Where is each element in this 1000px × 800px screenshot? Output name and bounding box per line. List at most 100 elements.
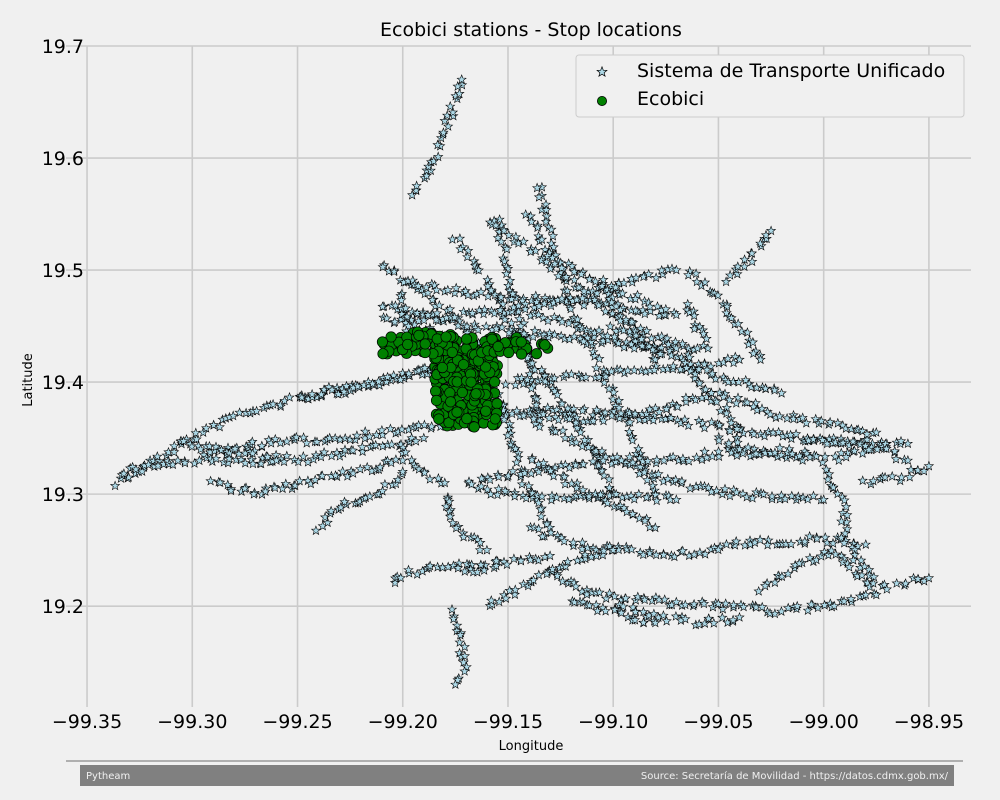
sistema-point — [839, 494, 850, 505]
sistema-point — [828, 481, 839, 492]
sistema-point — [620, 314, 632, 325]
sistema-point — [269, 482, 281, 493]
sistema-point — [731, 423, 743, 434]
sistema-point — [566, 260, 578, 271]
sistema-point — [609, 604, 621, 615]
sistema-point — [444, 511, 456, 522]
sistema-point — [840, 423, 851, 434]
sistema-point — [671, 309, 682, 320]
sistema-point — [810, 413, 821, 424]
sistema-point — [396, 294, 407, 305]
sistema-point — [413, 280, 424, 291]
sistema-point — [322, 517, 333, 528]
x-tick-label: −99.20 — [368, 711, 438, 733]
x-tick-label: −99.35 — [52, 711, 122, 733]
sistema-point — [423, 161, 434, 172]
sistema-point — [475, 286, 487, 297]
sistema-point — [817, 457, 828, 467]
ecobici-point — [491, 398, 503, 410]
sistema-point — [727, 614, 739, 625]
sistema-point — [871, 589, 882, 600]
sistema-point — [475, 537, 486, 548]
sistema-point — [644, 547, 655, 558]
sistema-point — [569, 274, 580, 285]
legend-marker-star — [596, 65, 608, 77]
sistema-point — [610, 282, 621, 293]
sistema-point — [522, 374, 533, 385]
sistema-point — [516, 478, 528, 489]
sistema-point — [643, 268, 654, 279]
sistema-point — [713, 544, 724, 555]
sistema-point — [671, 596, 682, 607]
sistema-point — [397, 466, 408, 477]
sistema-point — [459, 641, 470, 652]
sistema-point — [627, 276, 638, 287]
sistema-point — [577, 292, 588, 303]
sistema-point — [838, 595, 850, 606]
sistema-point — [760, 383, 771, 393]
sistema-point — [291, 431, 302, 442]
sistema-point — [618, 341, 630, 352]
sistema-point — [310, 449, 322, 460]
series-sistema — [109, 74, 935, 690]
sistema-point — [860, 539, 871, 549]
sistema-point — [761, 233, 772, 244]
sistema-point — [603, 473, 615, 484]
sistema-point — [549, 258, 560, 269]
sistema-point — [556, 262, 567, 273]
sistema-point — [275, 437, 286, 448]
sistema-point — [755, 238, 766, 248]
ecobici-point — [480, 361, 492, 373]
sistema-point — [832, 417, 844, 428]
sistema-point — [489, 307, 500, 318]
ecobici-point — [515, 336, 527, 348]
sistema-point — [419, 419, 430, 430]
sistema-point — [537, 531, 548, 542]
y-tick-label: 19.5 — [42, 260, 84, 282]
sistema-point — [545, 465, 556, 476]
sistema-point — [590, 276, 601, 287]
sistema-point — [512, 452, 524, 463]
sistema-point — [613, 338, 624, 348]
sistema-point — [452, 562, 464, 573]
sistema-point — [629, 614, 641, 625]
sistema-point — [650, 354, 661, 365]
footer-bar — [80, 765, 954, 786]
sistema-point — [605, 320, 616, 331]
sistema-point — [354, 463, 366, 474]
sistema-point — [515, 320, 526, 331]
sistema-point — [881, 443, 892, 454]
sistema-point — [769, 447, 781, 458]
sistema-point — [511, 405, 522, 416]
sistema-point — [765, 409, 776, 420]
sistema-point — [602, 497, 613, 508]
sistema-point — [529, 364, 541, 375]
sistema-point — [499, 314, 511, 325]
y-tick-label: 19.6 — [42, 148, 84, 170]
sistema-point — [493, 471, 504, 482]
sistema-point — [544, 412, 555, 423]
sistema-point — [627, 508, 638, 519]
sistema-point — [589, 350, 600, 361]
sistema-point — [513, 300, 524, 311]
sistema-point — [842, 509, 853, 520]
sistema-point — [841, 523, 853, 534]
y-tick-label: 19.7 — [42, 36, 84, 58]
sistema-point — [636, 333, 647, 344]
sistema-point — [905, 464, 917, 475]
sistema-point — [680, 392, 692, 403]
sistema-point — [644, 521, 656, 532]
sistema-point — [549, 329, 560, 340]
sistema-point — [836, 515, 847, 526]
sistema-point — [222, 442, 234, 453]
sistema-point — [426, 421, 437, 432]
sistema-point — [481, 544, 493, 555]
sistema-point — [618, 502, 630, 513]
sistema-point — [593, 459, 604, 470]
sistema-point — [569, 266, 580, 277]
sistema-point — [452, 674, 463, 685]
sistema-point — [661, 403, 672, 414]
sistema-point — [593, 325, 605, 336]
legend-star-shape — [596, 65, 608, 77]
sistema-point — [632, 591, 643, 602]
